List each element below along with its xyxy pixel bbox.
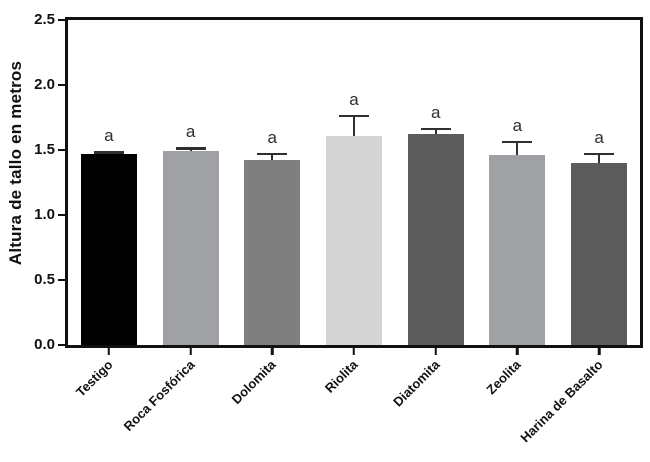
error-bar-stem [516, 140, 519, 156]
bar-group: a Zeolita [477, 20, 559, 397]
bar-group: a Diatomita [390, 20, 477, 409]
x-category-label: Riolita [321, 357, 361, 396]
x-tick-mark [434, 348, 437, 355]
bar-group: a Testigo [68, 20, 150, 400]
y-tick-label: 0.5 [34, 271, 55, 288]
bar [489, 155, 546, 345]
error-bar-cap [257, 152, 288, 156]
plot-area: 0.0 0.5 1.0 1.5 2.0 2.5 a Testigo a Roca Fosfóric… [34, 11, 643, 445]
y-tick-mark [58, 83, 65, 87]
error-bar [175, 147, 206, 152]
y-tick-mark [58, 18, 65, 22]
error-bar [420, 127, 451, 135]
x-tick-mark [189, 348, 192, 355]
y-tick-mark [58, 278, 65, 282]
x-tick-mark [271, 348, 274, 355]
y-tick-mark [58, 213, 65, 217]
bar-group: a Roca Fosfórica [120, 20, 232, 434]
y-tick-label: 1.0 [34, 206, 55, 223]
x-tick-mark [516, 348, 519, 355]
error-bar [257, 152, 288, 161]
error-bar-stem [598, 152, 601, 163]
error-bar-cap [584, 152, 615, 156]
bar [244, 160, 301, 345]
error-bar-cap [93, 151, 124, 154]
error-bar [584, 152, 615, 163]
bar [162, 151, 219, 345]
y-tick-mark [58, 148, 65, 152]
error-bar-cap [175, 147, 206, 150]
y-axis-title: Altura de tallo en metros [6, 60, 25, 266]
y-tick-label: 0.0 [34, 336, 55, 353]
significance-label: a [512, 115, 523, 135]
error-bar [93, 151, 124, 154]
significance-label: a [594, 127, 604, 147]
x-tick-mark [352, 348, 356, 355]
x-category-label: Harina de Basalto [517, 357, 606, 446]
y-tick-label: 2.5 [34, 11, 55, 28]
significance-label: a [430, 102, 441, 122]
error-bar-stem [352, 114, 355, 136]
significance-label: a [267, 127, 277, 147]
error-bar-cap [338, 114, 369, 118]
error-bar [338, 114, 369, 136]
x-category-label: Dolomita [228, 357, 279, 407]
bar-group: a Dolomita [229, 20, 313, 407]
y-tick-mark [58, 343, 65, 347]
error-bar [502, 140, 533, 156]
significance-label: a [185, 122, 196, 142]
error-bar-stem [271, 152, 274, 161]
bar [407, 134, 464, 345]
y-tick-label: 2.0 [34, 76, 55, 93]
error-bar-cap [420, 127, 451, 131]
y-tick-label: 1.5 [34, 141, 55, 158]
error-bar-cap [502, 140, 533, 144]
error-bar-stem [434, 127, 437, 135]
bar-group: a Harina de Basalto [517, 20, 640, 445]
bar [325, 135, 382, 345]
x-tick-mark [597, 348, 601, 355]
significance-label: a [104, 126, 114, 146]
bar-group: a Riolita [313, 20, 395, 396]
bar [571, 163, 628, 345]
bar [80, 153, 137, 345]
x-tick-mark [107, 348, 111, 355]
significance-label: a [349, 89, 359, 109]
